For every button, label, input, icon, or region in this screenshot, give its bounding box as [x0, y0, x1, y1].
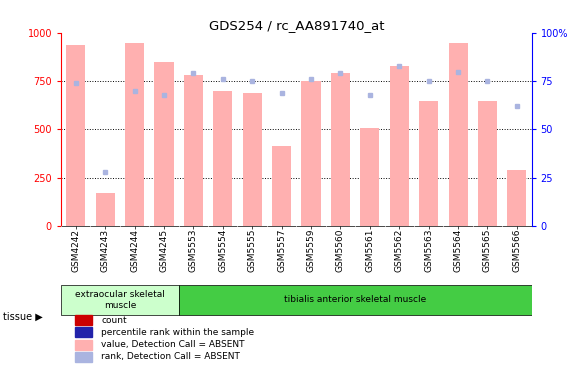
Text: percentile rank within the sample: percentile rank within the sample: [102, 328, 254, 337]
Bar: [243, 93, 262, 226]
Title: GDS254 / rc_AA891740_at: GDS254 / rc_AA891740_at: [209, 19, 384, 32]
Text: GSM5564: GSM5564: [454, 229, 462, 272]
Text: GSM4245: GSM4245: [159, 229, 168, 272]
Text: value, Detection Call = ABSENT: value, Detection Call = ABSENT: [102, 340, 245, 349]
Bar: [507, 170, 526, 226]
Text: rank, Detection Call = ABSENT: rank, Detection Call = ABSENT: [102, 352, 241, 361]
Text: GSM4242: GSM4242: [71, 229, 80, 272]
Text: GSM5566: GSM5566: [512, 229, 521, 272]
Text: tibialis anterior skeletal muscle: tibialis anterior skeletal muscle: [284, 295, 426, 305]
Text: GSM5553: GSM5553: [189, 229, 198, 272]
Bar: [61, 284, 179, 315]
Text: GSM5565: GSM5565: [483, 229, 492, 272]
Text: GSM5560: GSM5560: [336, 229, 345, 272]
Bar: [155, 62, 174, 226]
Text: GSM5555: GSM5555: [248, 229, 257, 272]
Bar: [75, 315, 92, 325]
Bar: [449, 42, 468, 226]
Text: GSM5559: GSM5559: [307, 229, 315, 272]
Bar: [419, 101, 438, 226]
Bar: [95, 193, 114, 226]
Bar: [75, 352, 92, 362]
Bar: [331, 74, 350, 226]
Bar: [213, 91, 232, 226]
Text: GSM5561: GSM5561: [365, 229, 374, 272]
Bar: [75, 340, 92, 350]
Bar: [75, 327, 92, 337]
Text: GSM4244: GSM4244: [130, 229, 139, 272]
Text: extraocular skeletal
muscle: extraocular skeletal muscle: [75, 290, 165, 310]
Text: tissue ▶: tissue ▶: [3, 311, 42, 322]
Text: GSM5563: GSM5563: [424, 229, 433, 272]
Text: count: count: [102, 315, 127, 325]
Bar: [272, 146, 291, 226]
Text: GSM4243: GSM4243: [101, 229, 110, 272]
Bar: [125, 42, 144, 226]
Bar: [390, 66, 409, 226]
Bar: [302, 81, 321, 226]
Bar: [184, 75, 203, 226]
Bar: [360, 128, 379, 226]
Text: GSM5562: GSM5562: [394, 229, 404, 272]
Bar: [478, 101, 497, 226]
Bar: [179, 284, 532, 315]
Text: GSM5557: GSM5557: [277, 229, 286, 272]
Bar: [66, 45, 85, 226]
Text: GSM5554: GSM5554: [218, 229, 227, 272]
